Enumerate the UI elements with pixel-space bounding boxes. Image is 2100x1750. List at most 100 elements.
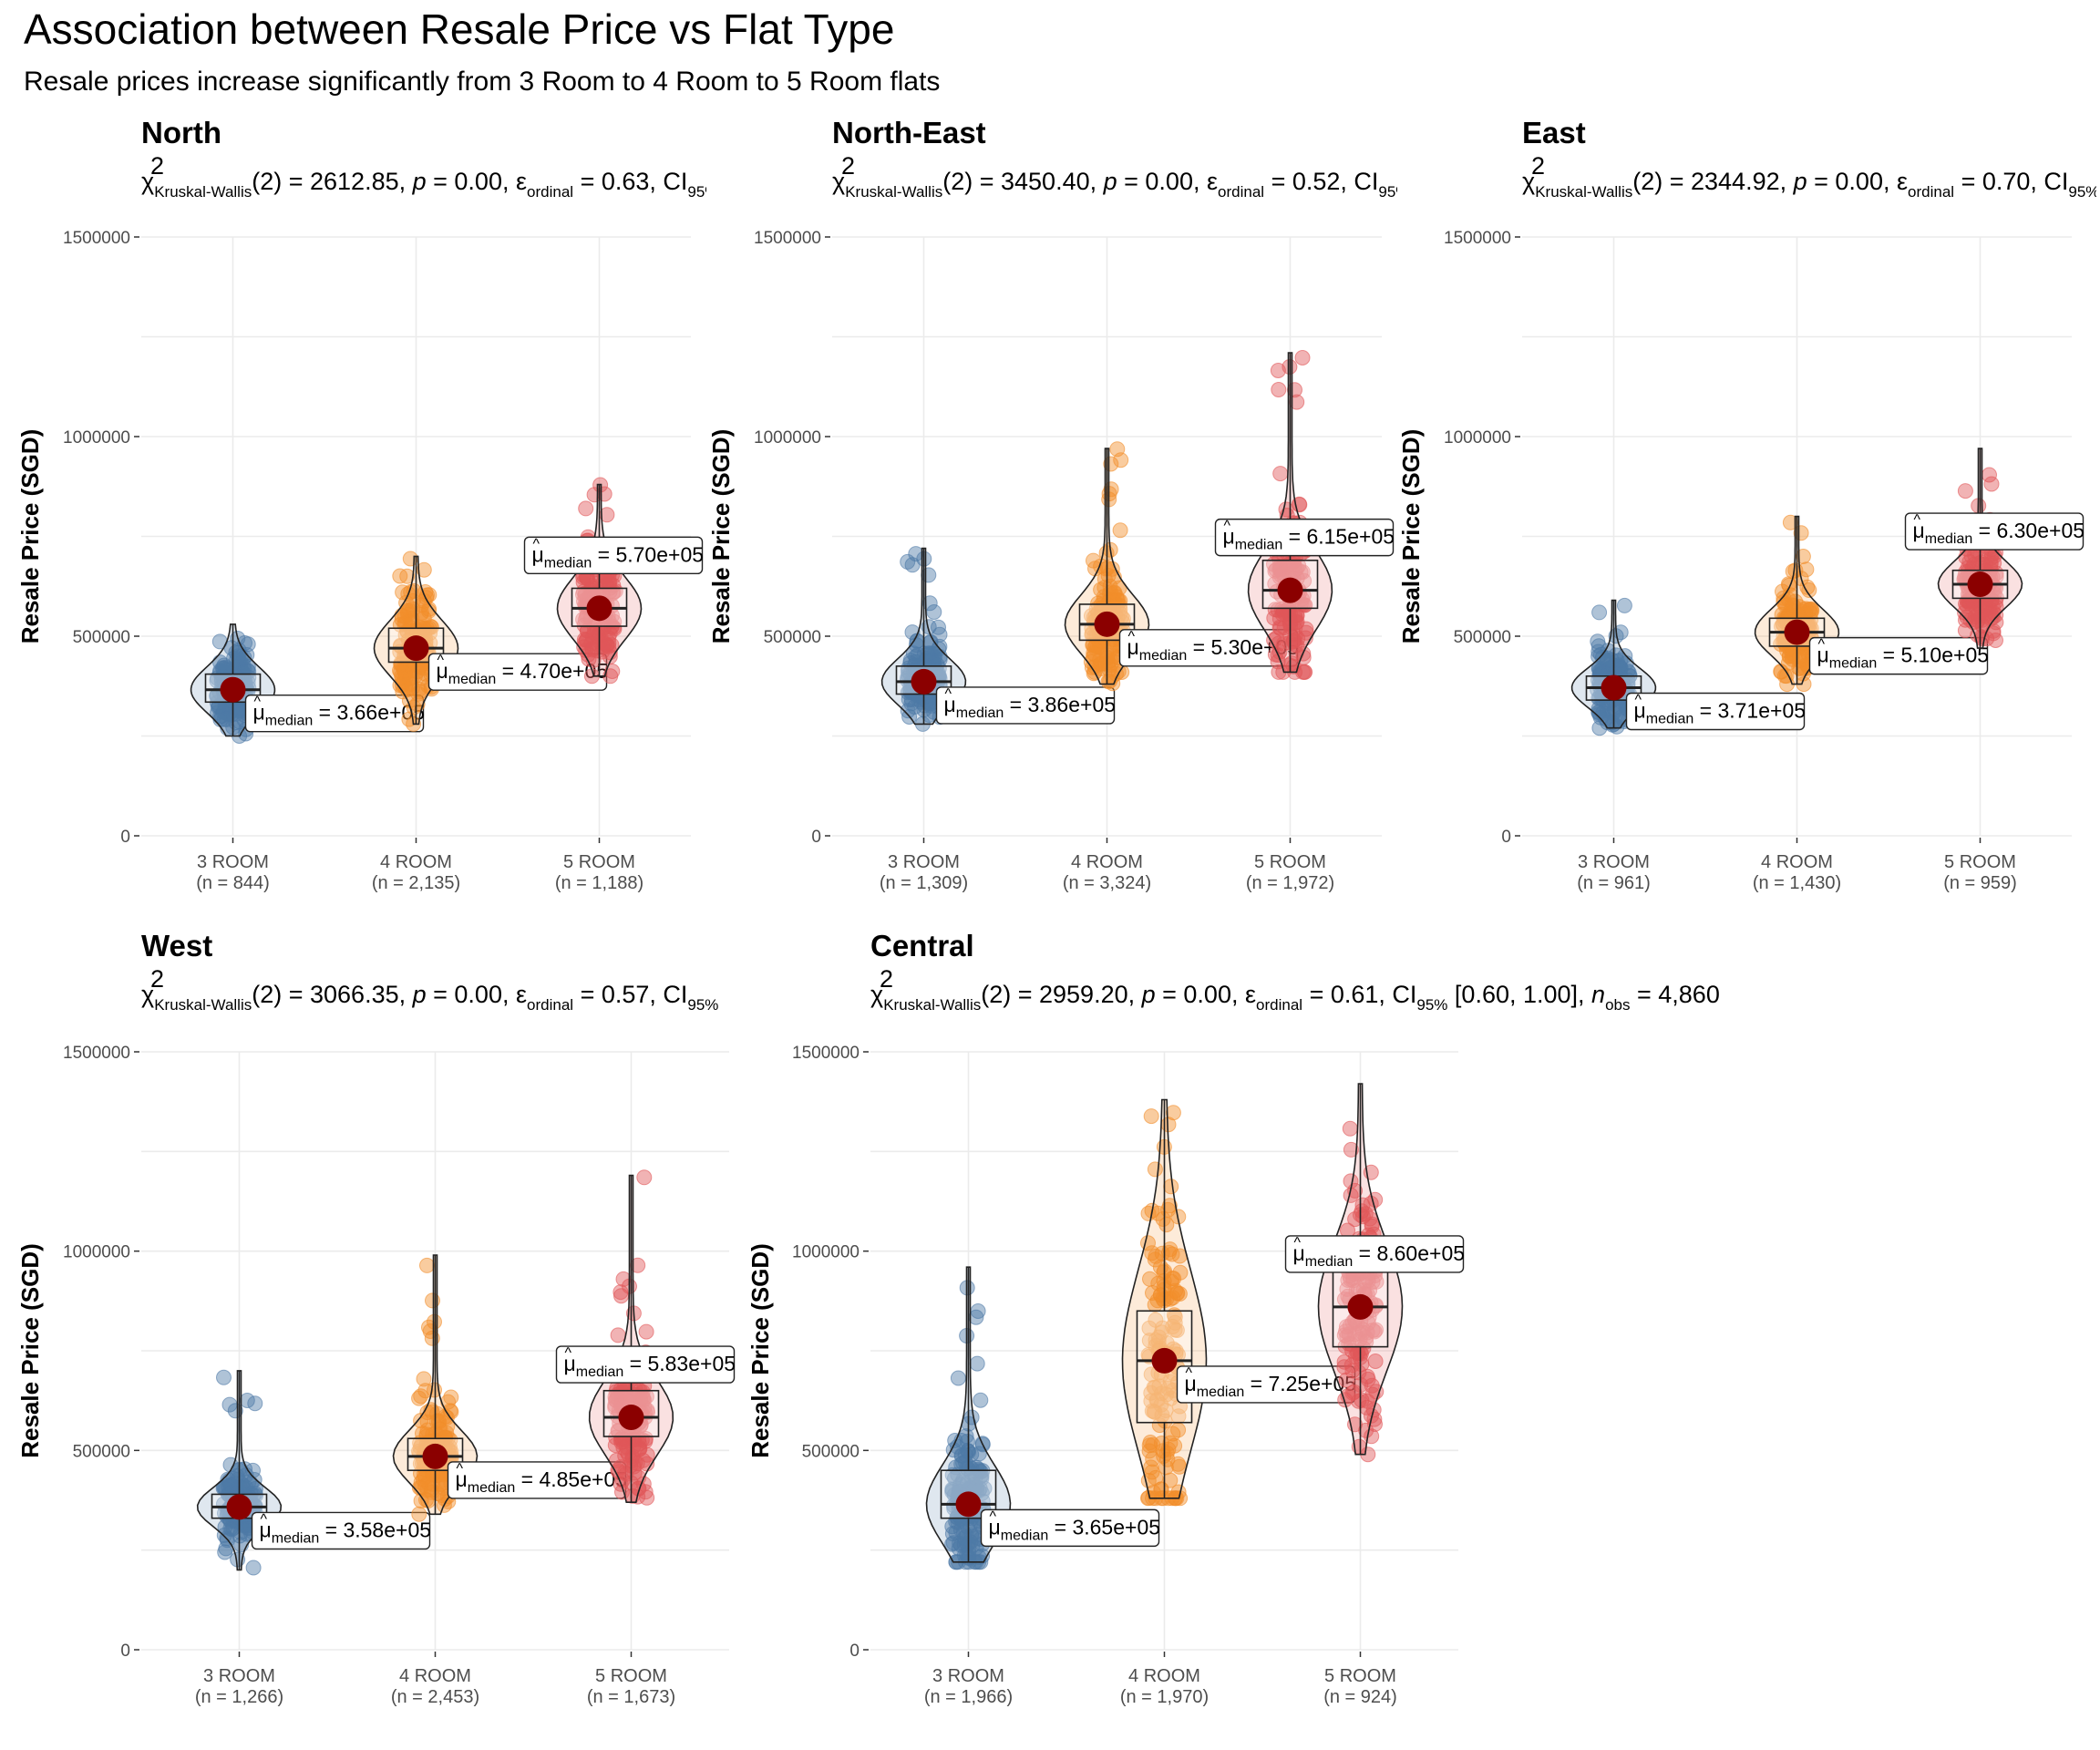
median-label: μmedian = 3.58e+05^	[251, 1511, 431, 1550]
y-tick-label: 500000	[73, 628, 130, 647]
y-tick-label: 1500000	[792, 1044, 860, 1063]
x-tick-label: 3 ROOM	[888, 852, 960, 872]
median-point	[1601, 674, 1627, 701]
data-point	[411, 1506, 427, 1522]
stat-subtitle: χKruskal-Wallis(2) = 2344.92, p = 0.00, …	[1522, 168, 2099, 201]
data-point	[613, 1288, 629, 1304]
y-tick-label: 1000000	[63, 428, 130, 448]
x-tick-label: 4 ROOM	[1071, 852, 1143, 872]
group-4-room: μmedian = 4.70e+05^	[373, 551, 608, 732]
data-point	[615, 1271, 632, 1287]
median-point	[1094, 611, 1120, 637]
median-point	[1967, 571, 1993, 598]
x-tick-label: 5 ROOM	[595, 1666, 667, 1686]
median-label-text: μmedian = 3.66e+05	[253, 701, 426, 729]
median-point	[618, 1405, 644, 1431]
group-3-room: μmedian = 3.65e+05^	[925, 1266, 1160, 1570]
hat-mark: ^	[1224, 519, 1231, 534]
x-tick-n: (n = 3,324)	[1063, 873, 1151, 893]
x-tick-n: (n = 1,966)	[924, 1687, 1013, 1707]
y-tick-label: 1500000	[63, 1044, 130, 1063]
x-tick-n: (n = 1,673)	[587, 1687, 675, 1707]
y-tick-label: 1000000	[1444, 428, 1511, 448]
y-tick-label: 1000000	[63, 1243, 130, 1262]
chi-sup: 2	[150, 152, 164, 180]
data-point	[395, 584, 411, 601]
data-point	[900, 553, 916, 570]
x-tick-label: 3 ROOM	[203, 1666, 275, 1686]
x-tick-n: (n = 959)	[1943, 873, 2017, 893]
hat-mark: ^	[1635, 693, 1642, 708]
hat-mark: ^	[1186, 1365, 1193, 1381]
data-point	[247, 1395, 263, 1412]
data-point	[1143, 1108, 1159, 1125]
data-point	[443, 1389, 459, 1405]
group-5-room: μmedian = 5.70e+05^	[523, 477, 704, 685]
hat-mark: ^	[254, 695, 262, 710]
x-tick-label: 5 ROOM	[563, 852, 635, 872]
data-point	[403, 613, 419, 630]
y-axis-label: Resale Price (SGD)	[16, 429, 44, 644]
data-point	[586, 620, 602, 635]
x-tick-label: 5 ROOM	[1324, 1666, 1396, 1686]
median-point	[1151, 1347, 1178, 1374]
panel-title: West	[141, 929, 212, 962]
y-tick-label: 0	[811, 828, 821, 847]
y-tick-label: 1000000	[792, 1243, 860, 1262]
stat-subtitle: χKruskal-Wallis(2) = 3066.35, p = 0.00, …	[141, 981, 718, 1014]
panel-title: North-East	[832, 116, 986, 149]
median-point	[955, 1491, 982, 1518]
median-label: μmedian = 6.15e+05^	[1214, 519, 1395, 557]
group-5-room: μmedian = 5.83e+05^	[555, 1169, 736, 1506]
data-point	[416, 1371, 432, 1387]
figure-title: Association between Resale Price vs Flat…	[24, 5, 894, 53]
x-tick-n: (n = 1,309)	[880, 873, 968, 893]
x-tick-n: (n = 2,135)	[372, 873, 460, 893]
y-axis-label: Resale Price (SGD)	[16, 1243, 44, 1458]
median-point	[1277, 577, 1303, 603]
hat-mark: ^	[945, 686, 952, 702]
x-tick-label: 5 ROOM	[1944, 852, 2016, 872]
x-tick-label: 4 ROOM	[1128, 1666, 1200, 1686]
x-tick-n: (n = 844)	[196, 873, 270, 893]
y-axis-label: Resale Price (SGD)	[746, 1243, 774, 1458]
x-tick-label: 3 ROOM	[1578, 852, 1650, 872]
hat-mark: ^	[457, 1461, 464, 1477]
data-point	[1616, 597, 1632, 613]
median-label: μmedian = 3.71e+05^	[1625, 693, 1806, 731]
median-point	[226, 1494, 252, 1520]
y-tick-label: 0	[849, 1642, 860, 1661]
data-point	[245, 1560, 262, 1576]
panel-title: Central	[870, 929, 974, 962]
data-point	[931, 619, 946, 635]
data-point	[1957, 483, 1973, 499]
y-tick-label: 500000	[73, 1442, 130, 1461]
hat-mark: ^	[1818, 637, 1826, 653]
x-tick-label: 3 ROOM	[197, 852, 269, 872]
data-point	[604, 664, 621, 679]
data-point	[1112, 522, 1128, 539]
hat-mark: ^	[533, 536, 540, 551]
hat-mark: ^	[261, 1511, 268, 1527]
x-tick-n: (n = 1,266)	[195, 1687, 283, 1707]
group-3-room: μmedian = 3.58e+05^	[196, 1369, 431, 1576]
data-point	[1591, 604, 1608, 621]
panel-title: North	[141, 116, 221, 149]
data-point	[950, 1370, 966, 1386]
data-point	[638, 1323, 654, 1340]
x-tick-label: 4 ROOM	[380, 852, 452, 872]
x-tick-label: 4 ROOM	[399, 1666, 471, 1686]
data-point	[610, 1327, 626, 1343]
median-point	[220, 676, 246, 703]
panel-title: East	[1522, 116, 1586, 149]
median-label: μmedian = 3.65e+05^	[980, 1508, 1160, 1548]
data-point	[636, 1169, 653, 1186]
median-label: μmedian = 8.60e+05^	[1284, 1235, 1465, 1273]
data-point	[1798, 561, 1815, 578]
median-label: μmedian = 7.25e+05^	[1176, 1365, 1356, 1404]
x-tick-n: (n = 1,970)	[1120, 1687, 1209, 1707]
y-axis-label: Resale Price (SGD)	[1397, 429, 1425, 644]
panel-north: North χKruskal-Wallis(2) = 2612.85, p = 0…	[16, 116, 706, 893]
median-point	[422, 1443, 448, 1469]
